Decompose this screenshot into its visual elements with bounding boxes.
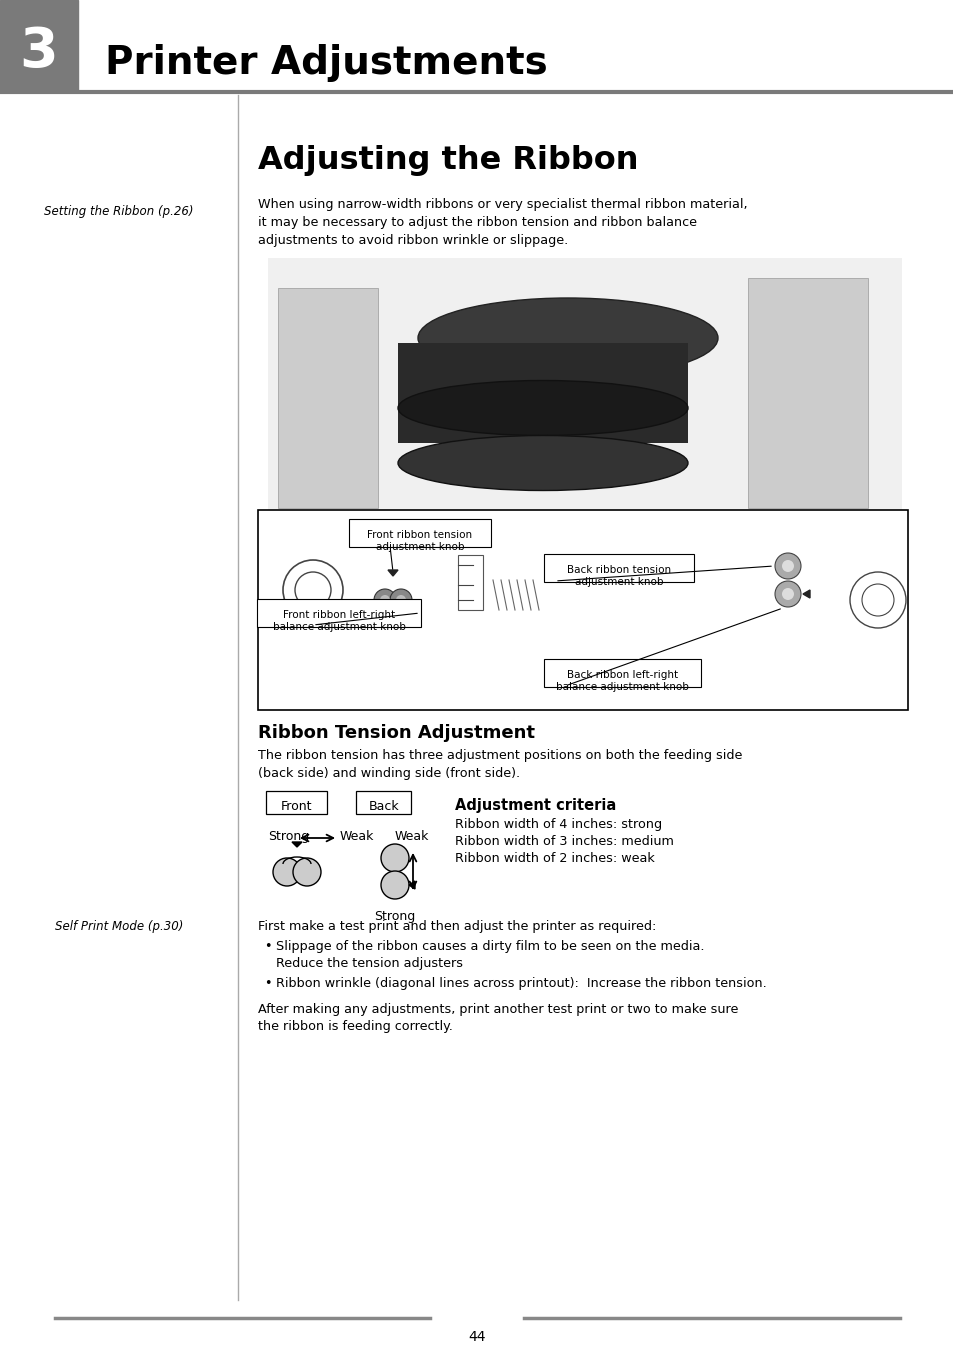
Text: Strong: Strong <box>374 910 416 923</box>
Text: Front ribbon left-right: Front ribbon left-right <box>283 611 395 620</box>
Text: balance adjustment knob: balance adjustment knob <box>273 621 405 632</box>
FancyBboxPatch shape <box>256 599 420 627</box>
Circle shape <box>774 553 801 580</box>
Circle shape <box>380 844 409 872</box>
Text: •: • <box>264 977 272 989</box>
Circle shape <box>390 589 412 611</box>
Bar <box>257 510 907 710</box>
Ellipse shape <box>397 435 687 491</box>
Bar <box>0 0 78 90</box>
Text: Weak: Weak <box>339 830 374 842</box>
Ellipse shape <box>397 380 687 435</box>
Text: Printer Adjustments: Printer Adjustments <box>105 44 547 82</box>
Circle shape <box>293 857 320 886</box>
Text: Setting the Ribbon (p.26): Setting the Ribbon (p.26) <box>44 205 193 218</box>
Text: 44: 44 <box>468 1330 485 1344</box>
FancyBboxPatch shape <box>266 790 327 813</box>
Text: First make a test print and then adjust the printer as required:: First make a test print and then adjust … <box>257 919 656 933</box>
Polygon shape <box>802 590 809 599</box>
Text: Ribbon Tension Adjustment: Ribbon Tension Adjustment <box>257 724 535 741</box>
Circle shape <box>273 857 301 886</box>
Circle shape <box>395 594 406 605</box>
Text: Strong: Strong <box>268 830 309 842</box>
Circle shape <box>374 589 395 611</box>
Text: Back ribbon tension: Back ribbon tension <box>566 565 670 576</box>
Text: Slippage of the ribbon causes a dirty film to be seen on the media.: Slippage of the ribbon causes a dirty fi… <box>275 940 703 953</box>
Bar <box>268 257 901 518</box>
Text: Ribbon width of 3 inches: medium: Ribbon width of 3 inches: medium <box>455 834 673 848</box>
Text: Adjusting the Ribbon: Adjusting the Ribbon <box>257 146 638 177</box>
Circle shape <box>774 581 801 607</box>
Polygon shape <box>409 882 415 888</box>
Text: When using narrow-width ribbons or very specialist thermal ribbon material,: When using narrow-width ribbons or very … <box>257 198 747 212</box>
Text: the ribbon is feeding correctly.: the ribbon is feeding correctly. <box>257 1020 453 1033</box>
Circle shape <box>380 871 409 899</box>
Text: Reduce the tension adjusters: Reduce the tension adjusters <box>275 957 462 971</box>
Bar <box>457 555 482 611</box>
FancyBboxPatch shape <box>356 790 411 813</box>
Polygon shape <box>388 570 397 576</box>
Text: Adjustment criteria: Adjustment criteria <box>455 798 616 813</box>
Text: Weak: Weak <box>395 830 429 842</box>
Circle shape <box>781 559 793 572</box>
FancyBboxPatch shape <box>543 554 693 582</box>
Text: Ribbon wrinkle (diagonal lines across printout):  Increase the ribbon tension.: Ribbon wrinkle (diagonal lines across pr… <box>275 977 766 989</box>
Bar <box>277 288 377 508</box>
Text: balance adjustment knob: balance adjustment knob <box>556 682 688 692</box>
Text: adjustments to avoid ribbon wrinkle or slippage.: adjustments to avoid ribbon wrinkle or s… <box>257 235 568 247</box>
Text: Back: Back <box>368 799 399 813</box>
Text: •: • <box>264 940 272 953</box>
Text: it may be necessary to adjust the ribbon tension and ribbon balance: it may be necessary to adjust the ribbon… <box>257 216 697 229</box>
Text: Ribbon width of 4 inches: strong: Ribbon width of 4 inches: strong <box>455 818 661 830</box>
Text: 3: 3 <box>20 26 58 80</box>
Text: After making any adjustments, print another test print or two to make sure: After making any adjustments, print anot… <box>257 1003 738 1016</box>
Circle shape <box>379 594 390 605</box>
Circle shape <box>781 588 793 600</box>
Text: adjustment knob: adjustment knob <box>574 577 662 586</box>
Text: The ribbon tension has three adjustment positions on both the feeding side: The ribbon tension has three adjustment … <box>257 749 741 762</box>
Text: (back side) and winding side (front side).: (back side) and winding side (front side… <box>257 767 519 780</box>
Text: adjustment knob: adjustment knob <box>375 542 464 551</box>
Text: Self Print Mode (p.30): Self Print Mode (p.30) <box>54 919 183 933</box>
Bar <box>397 342 687 443</box>
Bar <box>747 278 867 508</box>
FancyBboxPatch shape <box>543 659 700 687</box>
Polygon shape <box>292 842 302 847</box>
Text: Front ribbon tension: Front ribbon tension <box>367 530 472 541</box>
FancyBboxPatch shape <box>349 519 491 547</box>
Text: Ribbon width of 2 inches: weak: Ribbon width of 2 inches: weak <box>455 852 654 865</box>
Text: Back ribbon left-right: Back ribbon left-right <box>566 670 678 679</box>
Text: Front: Front <box>281 799 313 813</box>
Ellipse shape <box>417 298 718 377</box>
